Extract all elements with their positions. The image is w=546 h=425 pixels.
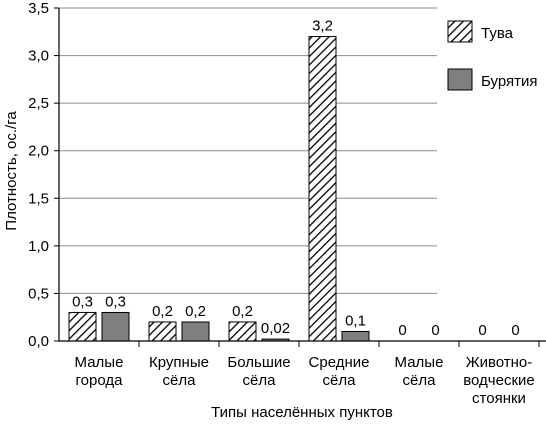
bars <box>68 36 370 342</box>
category-label: Малые <box>75 354 124 371</box>
category-label: Большие <box>227 354 290 371</box>
data-label: 0,1 <box>345 312 366 329</box>
data-label: 0,2 <box>232 303 253 320</box>
data-label: 0,02 <box>261 320 290 337</box>
category-label: стоянки <box>472 390 526 407</box>
category-label: сёла <box>323 372 357 389</box>
data-label: 0 <box>478 322 486 339</box>
category-label: сёла <box>403 372 437 389</box>
category-label: Средние <box>309 354 370 371</box>
category-label: сёла <box>243 372 277 389</box>
data-label: 3,2 <box>312 18 333 35</box>
bar-buryatia <box>181 321 210 342</box>
data-label: 0 <box>398 322 406 339</box>
y-tick-label: 0,0 <box>28 333 49 350</box>
legend-label-buryatia: Бурятия <box>481 73 538 90</box>
data-label: 0,3 <box>105 293 126 310</box>
data-label: 0,2 <box>152 303 173 320</box>
category-label: Животно- <box>466 354 533 371</box>
category-labels: МалыегородаКрупныесёлаБольшиесёлаСредние… <box>75 354 535 407</box>
y-tick-label: 3,0 <box>28 48 49 65</box>
y-tick-label: 1,5 <box>28 190 49 207</box>
bar-buryatia <box>101 311 130 342</box>
data-label: 0 <box>511 322 519 339</box>
data-label: 0 <box>431 322 439 339</box>
y-tick-label: 1,0 <box>28 238 49 255</box>
bar-tuva <box>228 321 257 342</box>
data-label: 0,2 <box>185 303 206 320</box>
y-axis-title: Плотность, ос./га <box>3 111 20 231</box>
category-label: водческие <box>463 372 535 389</box>
bar-buryatia <box>341 330 370 342</box>
y-tick-label: 2,0 <box>28 143 49 160</box>
data-labels: 0,3 0,3 0,2 0,2 0,2 0,02 3,2 0,1 0 0 0 0 <box>72 18 520 339</box>
y-tick-label: 0,5 <box>28 285 49 302</box>
legend-swatch-buryatia <box>447 68 473 91</box>
category-label: сёла <box>163 372 197 389</box>
legend-swatch-tuva <box>447 20 473 43</box>
category-label: Крупные <box>149 354 209 371</box>
y-tick-label: 2,5 <box>28 95 49 112</box>
category-label: города <box>76 372 124 389</box>
gridlines <box>59 7 437 294</box>
bar-tuva <box>68 311 97 342</box>
x-axis-title: Типы населённых пунктов <box>211 404 393 421</box>
bar-tuva <box>148 321 177 342</box>
legend-label-tuva: Тува <box>481 25 514 42</box>
bar-tuva <box>308 36 337 342</box>
legend: Тува Бурятия <box>447 20 538 91</box>
axes <box>54 7 546 347</box>
category-label: Малые <box>395 354 444 371</box>
y-tick-label: 3,5 <box>28 0 49 17</box>
data-label: 0,3 <box>72 293 93 310</box>
y-tick-labels: 0,0 0,5 1,0 1,5 2,0 2,5 3,0 3,5 <box>28 0 49 350</box>
